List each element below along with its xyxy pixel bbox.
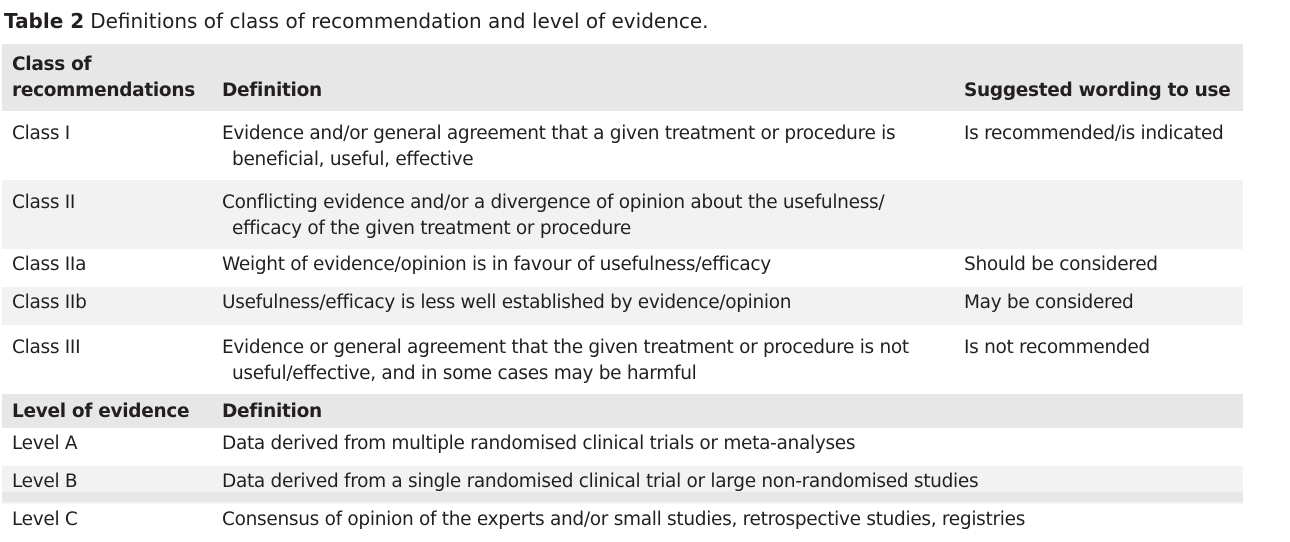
header-evidence-definition: Definition [222,394,964,428]
table-row: Level C Consensus of opinion of the expe… [2,504,1243,542]
wording-cell [964,180,1243,249]
header-empty-cell [964,394,1243,428]
definition-line: efficacy of the given treatment or proce… [232,218,631,239]
class-cell: Class III [12,337,81,358]
level-definition-cell: Data derived from multiple randomised cl… [222,433,856,454]
definition-line: Evidence and/or general agreement that a… [222,123,896,144]
table-row: Level A Data derived from multiple rando… [2,428,1243,466]
definition-cell: Weight of evidence/opinion is in favour … [222,254,771,275]
wording-cell: May be considered [964,287,1243,325]
level-cell: Level C [12,509,78,530]
wording-cell: Is recommended/is indicated [964,123,1224,144]
definition-cell: Conflicting evidence and/or a divergence… [222,180,964,249]
table-header-row: Class of recommendations Definition Sugg… [2,44,1243,111]
table-caption-text: Definitions of class of recommendation a… [90,9,709,33]
level-definition-cell: Consensus of opinion of the experts and/… [222,509,1026,530]
header-level-of-evidence: Level of evidence [2,394,222,428]
wording-cell: Should be considered [964,254,1158,275]
class-cell: Class IIb [2,287,222,325]
definition-line: beneficial, useful, effective [232,149,474,170]
definition-cell: Usefulness/efficacy is less well establi… [222,287,964,325]
definition-cell: Evidence or general agreement that the g… [222,325,964,394]
header-definition: Definition [222,44,964,111]
definition-line: Evidence or general agreement that the g… [222,337,909,358]
table-row: Class III Evidence or general agreement … [2,325,1243,394]
header-class-line1: Class of [12,54,92,75]
class-cell: Class IIa [12,254,87,275]
table-row: Class IIa Weight of evidence/opinion is … [2,249,1243,287]
evidence-header-row: Level of evidence Definition [2,394,1243,428]
level-cell: Level A [12,433,78,454]
header-class-line2: recommendations [12,80,195,101]
table-caption-label: Table 2 [4,9,85,33]
table-footer-bar [2,492,1243,502]
header-class-of-recommendations: Class of recommendations [2,44,222,111]
table-row: Class I Evidence and/or general agreemen… [2,111,1243,180]
definition-line: useful/effective, and in some cases may … [232,363,697,384]
class-cell: Class II [2,180,222,249]
table-row: Class II Conflicting evidence and/or a d… [2,180,1243,249]
definition-cell: Evidence and/or general agreement that a… [222,111,964,180]
definition-line: Conflicting evidence and/or a divergence… [222,192,885,213]
table-row: Class IIb Usefulness/efficacy is less we… [2,287,1243,325]
wording-cell: Is not recommended [964,337,1150,358]
class-cell: Class I [12,123,70,144]
table-caption: Table 2 Definitions of class of recommend… [4,8,709,34]
recommendation-table: Class of recommendations Definition Sugg… [2,44,1243,542]
header-suggested-wording: Suggested wording to use [964,44,1243,111]
